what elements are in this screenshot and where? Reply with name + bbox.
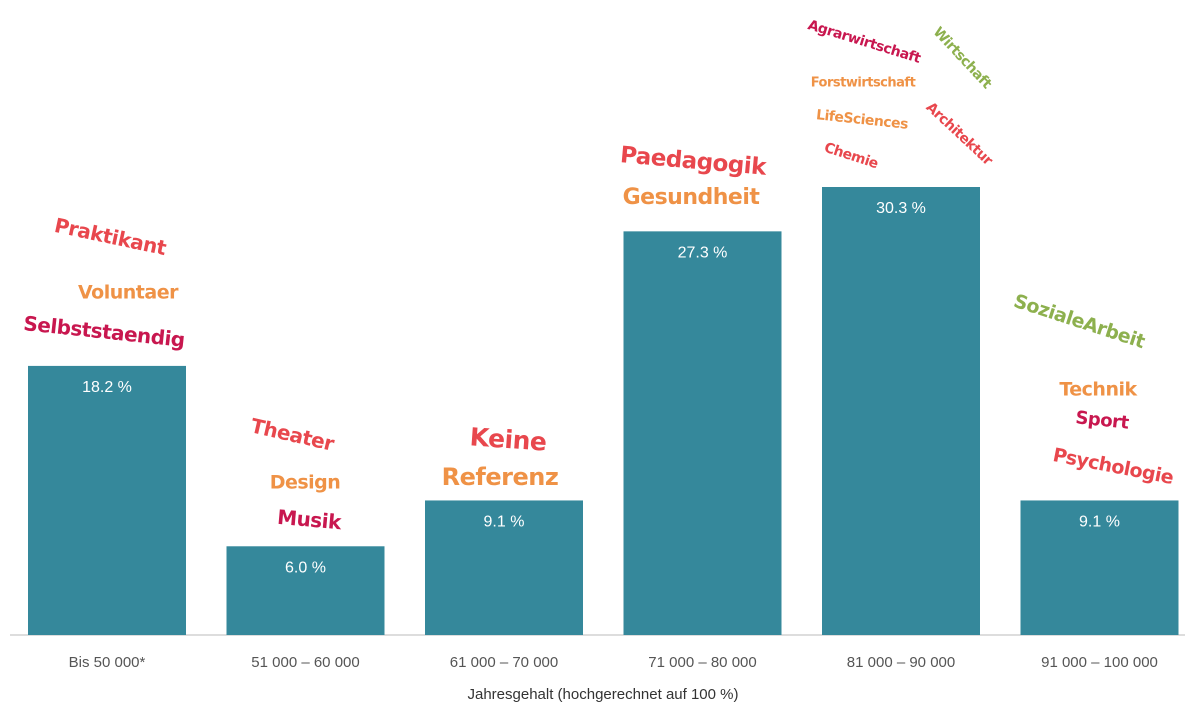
bar-4 — [623, 231, 782, 635]
bar-6 — [1020, 500, 1179, 635]
word-label: LifeSciences — [815, 107, 908, 133]
bar-2 — [226, 546, 385, 635]
bar-3 — [425, 500, 583, 635]
bar-value-label-3: 9.1 % — [484, 513, 525, 530]
word-label: Sport — [1074, 407, 1130, 434]
word-label: Gesundheit — [623, 185, 761, 210]
x-tick-label-5: 81 000 – 90 000 — [847, 654, 955, 671]
word-label: Agrarwirtschaft — [806, 17, 923, 67]
x-tick-label-3: 61 000 – 70 000 — [450, 654, 558, 671]
bar-5 — [822, 187, 980, 635]
bar-value-label-2: 6.0 % — [285, 559, 326, 576]
word-label: Architektur — [923, 99, 996, 169]
word-label: Psychologie — [1051, 444, 1175, 489]
word-label: Musik — [276, 505, 343, 535]
word-label: Chemie — [822, 140, 880, 172]
word-label: Theater — [249, 413, 337, 456]
bar-value-label-1: 18.2 % — [82, 379, 132, 396]
x-axis-title: Jahresgehalt (hochgerechnet auf 100 %) — [467, 686, 738, 703]
word-label: Paedagogik — [619, 142, 768, 181]
bar-1 — [28, 365, 186, 635]
word-label: Selbststaendig — [22, 311, 185, 352]
word-label: Technik — [1059, 379, 1137, 401]
x-tick-label-6: 91 000 – 100 000 — [1041, 654, 1158, 671]
x-tick-label-2: 51 000 – 60 000 — [251, 654, 359, 671]
bar-value-label-5: 30.3 % — [876, 200, 926, 217]
word-label: Wirtschaft — [930, 24, 995, 92]
word-label: Voluntaer — [78, 282, 179, 304]
bar-value-label-4: 27.3 % — [678, 244, 728, 261]
word-label: Keine — [469, 422, 548, 456]
x-tick-label-4: 71 000 – 80 000 — [648, 654, 756, 671]
word-label: Praktikant — [52, 213, 169, 260]
bar-value-label-6: 9.1 % — [1079, 513, 1120, 530]
word-label: SozialeArbeit — [1011, 290, 1148, 353]
x-tick-label-1: Bis 50 000* — [69, 654, 146, 671]
word-label: Referenz — [442, 463, 559, 491]
word-label: Forstwirtschaft — [811, 76, 916, 91]
word-label: Design — [270, 472, 341, 494]
